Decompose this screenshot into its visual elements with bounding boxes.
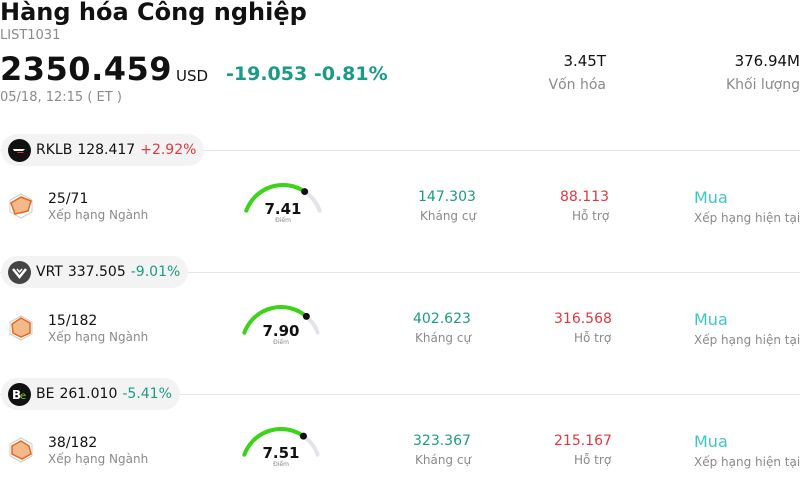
score-value: 7.41: [264, 200, 302, 218]
industry-rank: 15/182: [48, 313, 98, 329]
svg-text:B: B: [12, 388, 21, 402]
rocket-lab-icon: [8, 138, 31, 162]
rating-value: Mua: [694, 432, 728, 451]
section-divider: [0, 272, 800, 273]
support-label: Hỗ trợ: [574, 331, 612, 345]
stock-price: 261.010: [59, 386, 118, 402]
resistance-label: Kháng cự: [415, 453, 472, 467]
stock-price: 337.505: [67, 264, 126, 280]
stock-change: -5.41%: [122, 386, 172, 402]
score-gauge: [236, 424, 326, 474]
svg-text:e: e: [20, 391, 26, 402]
industry-rank-label: Xếp hạng Ngành: [48, 208, 149, 222]
resistance-value: 323.367: [413, 433, 471, 449]
stock-chip-rklb[interactable]: RKLB 128.417 +2.92%: [1, 134, 205, 166]
volume-label: Khối lượng: [725, 77, 800, 93]
rating-label: Xếp hạng hiện tại: [694, 455, 800, 469]
rating-label: Xếp hạng hiện tại: [694, 333, 800, 347]
resistance-value: 402.623: [413, 311, 471, 327]
list-code: LIST1031: [0, 28, 61, 43]
market-cap-label: Vốn hóa: [548, 77, 606, 93]
score-value: 7.51: [262, 444, 300, 462]
industry-rank-label: Xếp hạng Ngành: [48, 452, 149, 466]
industry-rank-icon: [7, 436, 35, 468]
score-label: Điểm: [273, 461, 289, 468]
page-title: Hàng hóa Công nghiệp: [0, 0, 307, 26]
score-label: Điểm: [273, 339, 289, 346]
industry-rank-icon: [7, 314, 35, 346]
bloom-energy-icon: B e: [8, 382, 31, 406]
industry-rank: 38/182: [48, 435, 98, 451]
stock-price: 128.417: [77, 142, 136, 158]
section-divider: [0, 150, 800, 151]
index-change: -19.053 -0.81%: [226, 63, 388, 85]
market-cap-value: 3.45T: [563, 52, 606, 70]
support-label: Hỗ trợ: [574, 453, 612, 467]
stock-chip-be[interactable]: B e BE 261.010 -5.41%: [1, 378, 180, 410]
stock-chip-vrt[interactable]: VRT 337.505 -9.01%: [1, 256, 189, 288]
stock-ticker: RKLB: [36, 142, 73, 158]
stock-change: -9.01%: [130, 264, 181, 280]
support-value: 215.167: [554, 433, 612, 449]
score-gauge: [236, 302, 326, 352]
stock-ticker: VRT: [36, 264, 63, 280]
stock-change: +2.92%: [140, 142, 197, 158]
score-value: 7.90: [262, 322, 300, 340]
index-price: 2350.459: [0, 50, 173, 88]
resistance-label: Kháng cự: [420, 209, 477, 223]
score-gauge-arc: [244, 183, 322, 213]
support-value: 316.568: [554, 311, 612, 327]
stock-ticker: BE: [36, 386, 55, 402]
rating-value: Mua: [694, 188, 728, 207]
resistance-label: Kháng cự: [415, 331, 472, 345]
rating-label: Xếp hạng hiện tại: [694, 211, 800, 225]
score-gauge-arc: [242, 305, 320, 335]
score-label: Điểm: [275, 217, 291, 224]
industry-rank-label: Xếp hạng Ngành: [48, 330, 149, 344]
timestamp: 05/18, 12:15 ( ET ): [0, 90, 122, 105]
vertiv-icon: [8, 260, 31, 284]
score-gauge-arc: [242, 427, 320, 457]
industry-rank-icon: [7, 192, 35, 224]
volume-value: 376.94M: [734, 52, 800, 70]
section-divider: [0, 394, 800, 395]
support-value: 88.113: [560, 189, 609, 205]
currency-label: USD: [176, 67, 209, 85]
support-label: Hỗ trợ: [572, 209, 610, 223]
resistance-value: 147.303: [418, 189, 476, 205]
industry-rank: 25/71: [48, 191, 89, 207]
score-gauge: [238, 180, 328, 230]
rating-value: Mua: [694, 310, 728, 329]
